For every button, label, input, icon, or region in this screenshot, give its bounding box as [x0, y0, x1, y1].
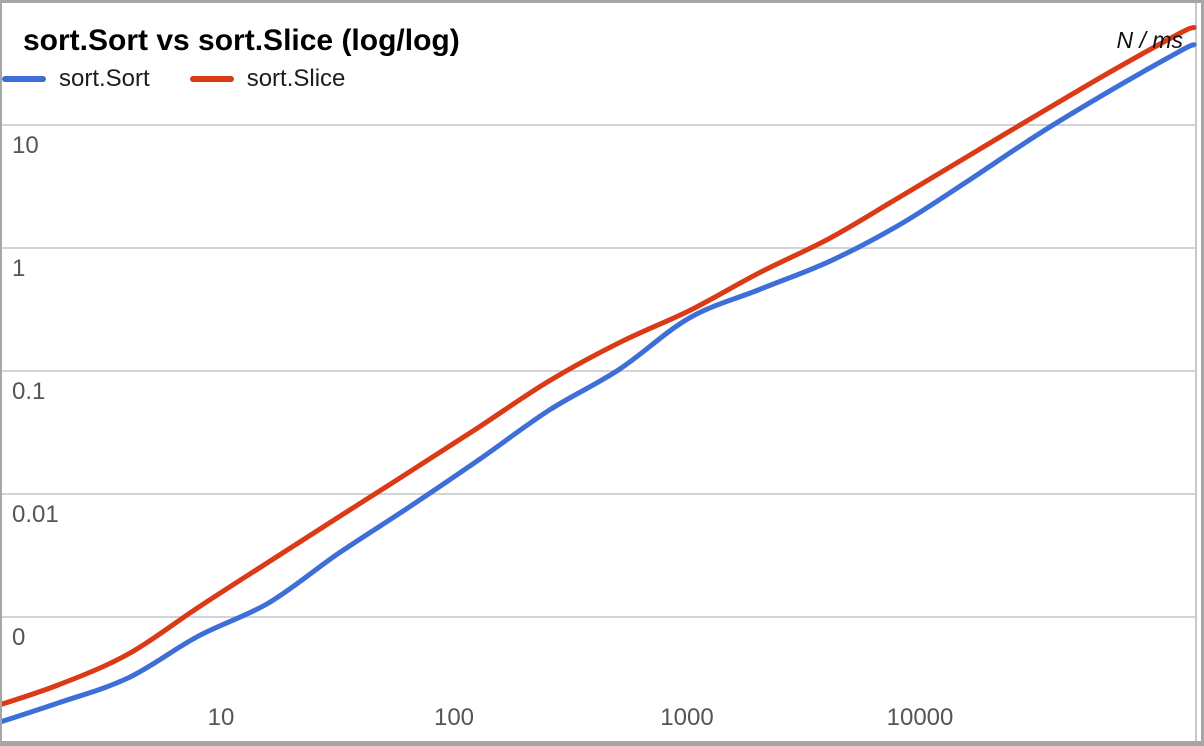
y-tick-label: 0 — [12, 624, 26, 651]
series-line-sort-slice — [0, 25, 1197, 708]
legend-item-sort-slice: sort.Slice — [189, 65, 346, 92]
legend-label-sort-slice: sort.Slice — [246, 65, 346, 92]
legend-swatch-sort-sort — [2, 76, 46, 82]
x-tick-label: 10 — [207, 704, 235, 731]
y-tick-label: 1 — [12, 255, 26, 282]
legend-label-sort-sort: sort.Sort — [59, 65, 150, 92]
axis-unit-label: N / ms — [1116, 27, 1183, 53]
legend-item-sort-sort: sort.Sort — [2, 67, 150, 91]
series-line-sort-sort — [0, 42, 1197, 725]
y-tick-label: 10 — [12, 132, 39, 159]
chart-title: sort.Sort vs sort.Slice (log/log) — [23, 24, 460, 57]
x-tick-label: 1000 — [660, 704, 714, 731]
legend: sort.Sort sort.Slice — [2, 66, 385, 92]
y-tick-label: 0.1 — [12, 378, 46, 405]
legend-swatch-sort-slice — [189, 76, 234, 82]
y-tick-label: 0.01 — [12, 501, 59, 528]
x-tick-label: 10000 — [886, 704, 954, 731]
x-tick-label: 100 — [433, 704, 475, 731]
